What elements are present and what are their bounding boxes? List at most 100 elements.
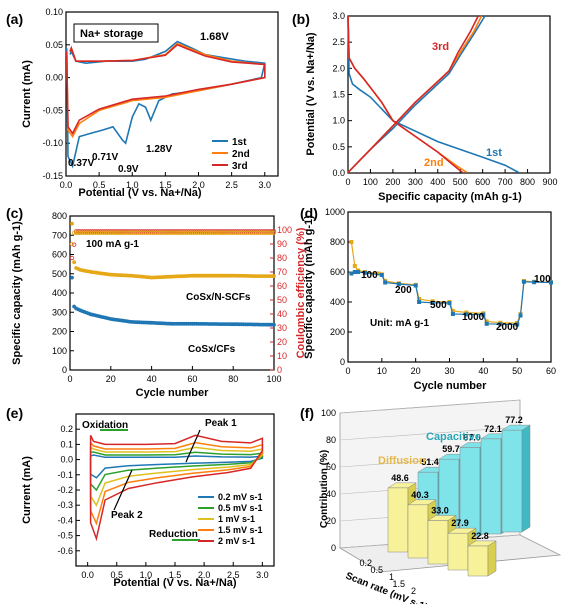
panel-b: (b) Specific capacity (mAh g-1) Potentia… xyxy=(292,11,558,203)
rate-marker-discharge xyxy=(376,271,381,276)
ytick-label-f: 0 xyxy=(331,543,336,553)
marker-CoSx-N-SCFs-efficiency xyxy=(69,255,75,261)
rate-label-3: 500 xyxy=(430,300,447,311)
xtick-label-d: 10 xyxy=(377,366,387,376)
discharge-curve-1st xyxy=(347,15,519,174)
ytick-label-b: 0.5 xyxy=(332,142,345,152)
bar-side xyxy=(521,424,531,533)
marker-CoSx-CFs-efficiency xyxy=(173,230,179,235)
bar-front xyxy=(480,438,502,535)
bar-value-label: 59.7 xyxy=(442,444,460,454)
rate-marker-charge xyxy=(532,280,537,285)
xtick-label-d: 40 xyxy=(478,366,488,376)
ytick-label-e: -0.3 xyxy=(57,500,73,510)
bar-top xyxy=(427,515,457,521)
bar-top xyxy=(467,540,497,547)
marker-CoSx-CFs-efficiency xyxy=(181,230,187,235)
ytick-label-e: 0.1 xyxy=(60,439,73,449)
marker-CoSx-CFs-efficiency xyxy=(77,230,83,235)
xtick-label-b: 400 xyxy=(430,177,445,187)
annotation-a-4: 0.9V xyxy=(118,164,139,175)
marker-CoSx-CFs-efficiency xyxy=(149,230,154,235)
ticks-a: 0.0 0.5 1.0 1.5 2.0 2.5 3.0 0.10 0.05 0.00 -0.05 -0… xyxy=(42,7,271,190)
y2tick-label-c: 10 xyxy=(277,351,287,361)
annotation-e-reduction: Reduction xyxy=(149,529,198,540)
marker-CoSx-CFs-efficiency xyxy=(232,230,238,235)
xtick-label-e: 1.0 xyxy=(140,570,153,580)
xlabel-c: Cycle number xyxy=(136,387,209,399)
rate-marker-charge xyxy=(515,322,520,327)
marker-CoSx-CFs-efficiency xyxy=(71,230,77,235)
legend-label-e: 1 mV s-1 xyxy=(218,514,255,524)
cv-curve-3rd xyxy=(65,43,266,135)
marker-CoSx-CFs-efficiency xyxy=(104,230,109,235)
rate-marker-charge xyxy=(484,321,489,326)
marker-CoSx-CFs-efficiency xyxy=(88,230,93,235)
ticks-b: 0 100 200 300 400 500 600 700 800 900 0.0 0.5 1.0 1.5… xyxy=(332,11,557,187)
marker-CoSx-CFs-efficiency xyxy=(112,230,118,235)
marker-CoSx-CFs-efficiency xyxy=(110,230,115,235)
marker-CoSx-CFs-efficiency xyxy=(194,230,199,235)
marker-CoSx-N-SCFs-efficiency xyxy=(71,242,77,247)
panel-label-a: (a) xyxy=(6,11,23,27)
rate-label-4: 1000 xyxy=(462,312,485,323)
xtick-label-f: 2 xyxy=(411,586,416,596)
y2tick-label-c: 70 xyxy=(277,267,287,277)
annotation-a-2: 0.71V xyxy=(92,152,118,163)
xtick-label-c: 100 xyxy=(266,374,281,384)
ytick-label-c: 600 xyxy=(52,250,67,260)
marker-CoSx-CFs-efficiency xyxy=(159,230,164,235)
ytick-label-d: 1000 xyxy=(325,207,345,217)
annotation-e-peak2: Peak 2 xyxy=(111,510,143,521)
xtick-label-f: 1 xyxy=(389,572,394,582)
xtick-label-e: 2.0 xyxy=(198,570,211,580)
xtick-label-f: 0.2 xyxy=(359,558,372,568)
panel-label-f: (f) xyxy=(300,405,314,421)
marker-CoSx-CFs-efficiency xyxy=(261,230,266,235)
rate-marker-charge xyxy=(549,280,553,285)
xtick-label-d: 20 xyxy=(411,366,421,376)
xtick-label-a: 2.5 xyxy=(225,180,238,190)
xlabel-f: Scan rate (mV s-1) xyxy=(344,571,429,604)
marker-CoSx-CFs-efficiency xyxy=(263,230,268,235)
marker-CoSx-CFs-efficiency xyxy=(210,230,215,235)
marker-CoSx-CFs-efficiency xyxy=(243,230,248,235)
cv-rate-curve xyxy=(89,434,264,542)
ytick-label-c: 0 xyxy=(62,365,67,375)
marker-CoSx-CFs-efficiency xyxy=(165,230,171,235)
ytick-label-e: -0.1 xyxy=(57,470,73,480)
rate-marker-discharge xyxy=(417,297,422,301)
marker-CoSx-CFs-capacity xyxy=(272,322,276,327)
marker-CoSx-CFs-efficiency xyxy=(86,230,91,235)
marker-CoSx-CFs-efficiency xyxy=(145,230,150,235)
annotation-a-1: 1.68V xyxy=(200,31,229,43)
legend-label-a: 1st xyxy=(232,137,247,148)
xlabel-d: Cycle number xyxy=(414,380,487,392)
marker-CoSx-CFs-efficiency xyxy=(108,230,113,235)
marker-CoSx-CFs-efficiency xyxy=(114,230,120,235)
cv-rate-curve xyxy=(89,441,264,526)
xtick-label-d: 0 xyxy=(345,366,350,376)
marker-CoSx-CFs-efficiency xyxy=(118,230,124,235)
marker-CoSx-CFs-efficiency xyxy=(106,230,111,235)
marker-CoSx-CFs-efficiency xyxy=(141,230,146,235)
marker-CoSx-CFs-efficiency xyxy=(94,230,99,235)
annotation-e-oxidation: Oxidation xyxy=(82,420,128,431)
rate-marker-charge xyxy=(349,271,354,276)
ytick-label-f: 40 xyxy=(326,489,336,499)
marker-CoSx-CFs-efficiency xyxy=(175,230,181,235)
marker-CoSx-CFs-efficiency xyxy=(241,230,246,235)
y2tick-label-c: 20 xyxy=(277,337,287,347)
xtick-label-d: 60 xyxy=(546,366,556,376)
marker-CoSx-CFs-efficiency xyxy=(163,230,169,235)
rate-marker-charge xyxy=(430,300,435,305)
panel-label-b: (b) xyxy=(292,11,310,27)
marker-CoSx-CFs-efficiency xyxy=(265,230,271,235)
rate-marker-charge xyxy=(352,270,357,274)
annotation-c-2: CoSx/N-SCFs xyxy=(186,292,251,303)
panel-label-e: (e) xyxy=(6,405,23,421)
series-d xyxy=(349,240,553,327)
ytick-label-c: 200 xyxy=(52,327,67,337)
marker-CoSx-CFs-efficiency xyxy=(169,230,175,235)
inset-label-a: Na+ storage xyxy=(80,28,143,40)
